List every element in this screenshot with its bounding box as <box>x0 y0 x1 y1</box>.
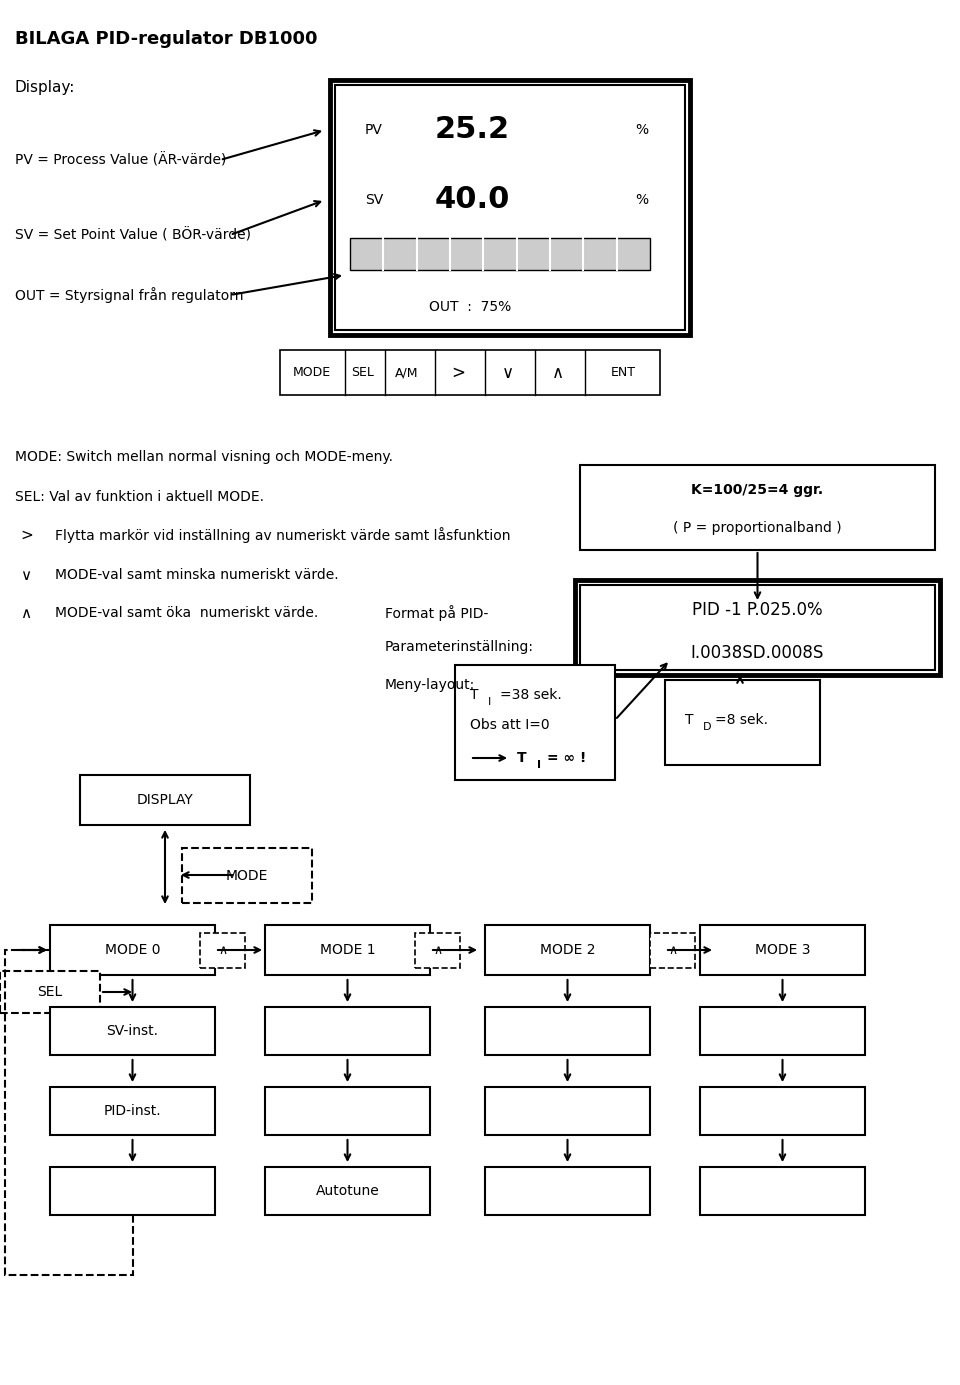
Text: MODE-val samt minska numeriskt värde.: MODE-val samt minska numeriskt värde. <box>55 568 339 582</box>
Text: >: > <box>20 528 33 543</box>
Text: SEL: SEL <box>37 985 62 999</box>
Text: MODE: MODE <box>293 366 331 379</box>
Text: ∨: ∨ <box>502 363 514 381</box>
FancyBboxPatch shape <box>280 350 660 395</box>
Text: SV = Set Point Value ( BÖR-värde): SV = Set Point Value ( BÖR-värde) <box>15 227 251 242</box>
Text: PV: PV <box>365 123 383 137</box>
Text: ∨: ∨ <box>20 568 31 583</box>
Text: SEL: SEL <box>351 366 374 379</box>
Text: MODE 3: MODE 3 <box>755 943 810 957</box>
FancyBboxPatch shape <box>80 776 250 825</box>
Text: ∧: ∧ <box>20 605 31 620</box>
FancyBboxPatch shape <box>50 1087 215 1134</box>
Text: MODE-val samt öka  numeriskt värde.: MODE-val samt öka numeriskt värde. <box>55 607 319 620</box>
Text: Meny-layout:: Meny-layout: <box>385 679 475 692</box>
Text: I: I <box>537 760 541 770</box>
FancyBboxPatch shape <box>580 584 935 670</box>
Text: %: % <box>635 123 648 137</box>
Text: T: T <box>470 688 478 702</box>
Text: D: D <box>703 722 711 733</box>
FancyBboxPatch shape <box>265 1168 430 1215</box>
Text: ∧: ∧ <box>218 943 228 957</box>
Text: PID -1 P.025.0%: PID -1 P.025.0% <box>692 601 823 619</box>
Text: SV: SV <box>365 193 383 206</box>
FancyBboxPatch shape <box>665 680 820 765</box>
Bar <box>0 971 100 1012</box>
Text: >: > <box>451 363 465 381</box>
Text: ∧: ∧ <box>668 943 677 957</box>
Text: Display:: Display: <box>15 80 76 96</box>
FancyBboxPatch shape <box>330 80 690 335</box>
Text: MODE 1: MODE 1 <box>320 943 375 957</box>
Text: OUT = Styrsignal från regulatorn: OUT = Styrsignal från regulatorn <box>15 287 244 303</box>
FancyBboxPatch shape <box>700 925 865 975</box>
FancyBboxPatch shape <box>265 925 430 975</box>
Bar <box>650 933 695 968</box>
Text: DISPLAY: DISPLAY <box>136 794 193 807</box>
FancyBboxPatch shape <box>265 1087 430 1134</box>
Text: =38 sek.: =38 sek. <box>500 688 562 702</box>
FancyBboxPatch shape <box>485 1168 650 1215</box>
Text: Autotune: Autotune <box>316 1184 379 1198</box>
FancyBboxPatch shape <box>485 1087 650 1134</box>
Text: %: % <box>635 193 648 206</box>
Text: Parameterinställning:: Parameterinställning: <box>385 640 534 654</box>
FancyBboxPatch shape <box>485 925 650 975</box>
Text: 25.2: 25.2 <box>435 115 510 144</box>
FancyBboxPatch shape <box>485 1007 650 1055</box>
Bar <box>200 933 245 968</box>
Text: BILAGA PID-regulator DB1000: BILAGA PID-regulator DB1000 <box>15 30 318 48</box>
FancyBboxPatch shape <box>335 84 685 330</box>
Text: =8 sek.: =8 sek. <box>715 713 768 727</box>
Text: MODE 0: MODE 0 <box>105 943 160 957</box>
Text: SV-inst.: SV-inst. <box>107 1024 158 1037</box>
Text: Obs att I=0: Obs att I=0 <box>470 717 550 733</box>
Text: ENT: ENT <box>611 366 636 379</box>
Text: Flytta markör vid inställning av numeriskt värde samt låsfunktion: Flytta markör vid inställning av numeris… <box>55 528 511 543</box>
FancyBboxPatch shape <box>50 1168 215 1215</box>
Text: K=100/25=4 ggr.: K=100/25=4 ggr. <box>691 483 824 497</box>
FancyBboxPatch shape <box>700 1087 865 1134</box>
Text: A/M: A/M <box>396 366 419 379</box>
Text: PV = Process Value (ÄR-värde): PV = Process Value (ÄR-värde) <box>15 152 227 168</box>
FancyBboxPatch shape <box>50 925 215 975</box>
Text: ∧: ∧ <box>552 363 564 381</box>
Text: PID-inst.: PID-inst. <box>104 1104 161 1118</box>
Text: 40.0: 40.0 <box>435 186 511 215</box>
FancyBboxPatch shape <box>455 665 615 780</box>
Text: MODE: MODE <box>226 868 268 884</box>
Text: ∧: ∧ <box>433 943 442 957</box>
Bar <box>182 848 312 903</box>
Text: T: T <box>685 713 693 727</box>
Text: SEL: Val av funktion i aktuell MODE.: SEL: Val av funktion i aktuell MODE. <box>15 490 264 504</box>
FancyBboxPatch shape <box>700 1007 865 1055</box>
FancyBboxPatch shape <box>700 1168 865 1215</box>
Text: MODE 2: MODE 2 <box>540 943 595 957</box>
Text: OUT  :  75%: OUT : 75% <box>429 301 511 314</box>
Text: ( P = proportionalband ): ( P = proportionalband ) <box>673 521 842 535</box>
Text: Format på PID-: Format på PID- <box>385 605 489 620</box>
FancyBboxPatch shape <box>265 1007 430 1055</box>
FancyBboxPatch shape <box>575 580 940 674</box>
Text: = ∞ !: = ∞ ! <box>547 751 587 765</box>
FancyBboxPatch shape <box>580 465 935 550</box>
Text: T: T <box>517 751 527 765</box>
FancyBboxPatch shape <box>50 1007 215 1055</box>
Text: MODE: Switch mellan normal visning och MODE-meny.: MODE: Switch mellan normal visning och M… <box>15 450 393 464</box>
Text: I: I <box>488 697 492 706</box>
Bar <box>415 933 460 968</box>
Text: I.0038SD.0008S: I.0038SD.0008S <box>691 644 825 662</box>
FancyBboxPatch shape <box>350 238 650 270</box>
